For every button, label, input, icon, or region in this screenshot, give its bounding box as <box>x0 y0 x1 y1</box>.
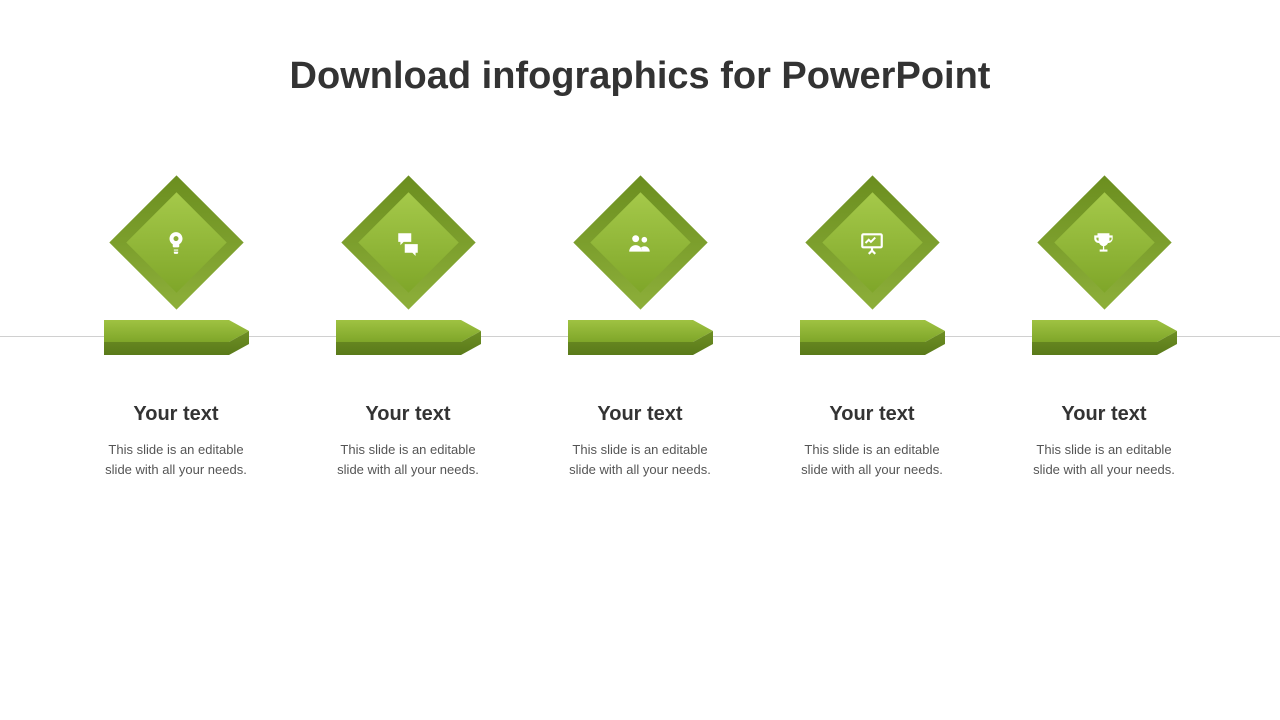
diamond-shape <box>593 195 688 290</box>
item-body: This slide is an editable slide with all… <box>782 440 962 479</box>
slide-title: Download infographics for PowerPoint <box>0 55 1280 98</box>
infographic-item: Your text This slide is an editable slid… <box>550 195 730 479</box>
trophy-icon <box>1089 228 1119 258</box>
arrow-3d <box>336 320 481 355</box>
infographic-item: Your text This slide is an editable slid… <box>86 195 266 479</box>
item-body: This slide is an editable slide with all… <box>1014 440 1194 479</box>
item-heading: Your text <box>133 403 218 426</box>
infographic-item: Your text This slide is an editable slid… <box>782 195 962 479</box>
arrow-3d <box>800 320 945 355</box>
people-icon <box>625 228 655 258</box>
diamond-shape <box>1057 195 1152 290</box>
item-heading: Your text <box>365 403 450 426</box>
infographic-item: Your text This slide is an editable slid… <box>318 195 498 479</box>
item-body: This slide is an editable slide with all… <box>318 440 498 479</box>
arrow-3d <box>568 320 713 355</box>
item-heading: Your text <box>597 403 682 426</box>
chat-icon <box>393 228 423 258</box>
item-heading: Your text <box>1061 403 1146 426</box>
item-heading: Your text <box>829 403 914 426</box>
diamond-shape <box>129 195 224 290</box>
infographic-item: Your text This slide is an editable slid… <box>1014 195 1194 479</box>
arrow-3d <box>104 320 249 355</box>
diamond-shape <box>361 195 456 290</box>
arrow-3d <box>1032 320 1177 355</box>
lightbulb-icon <box>161 228 191 258</box>
item-body: This slide is an editable slide with all… <box>86 440 266 479</box>
items-container: Your text This slide is an editable slid… <box>0 195 1280 479</box>
item-body: This slide is an editable slide with all… <box>550 440 730 479</box>
presentation-icon <box>857 228 887 258</box>
diamond-shape <box>825 195 920 290</box>
